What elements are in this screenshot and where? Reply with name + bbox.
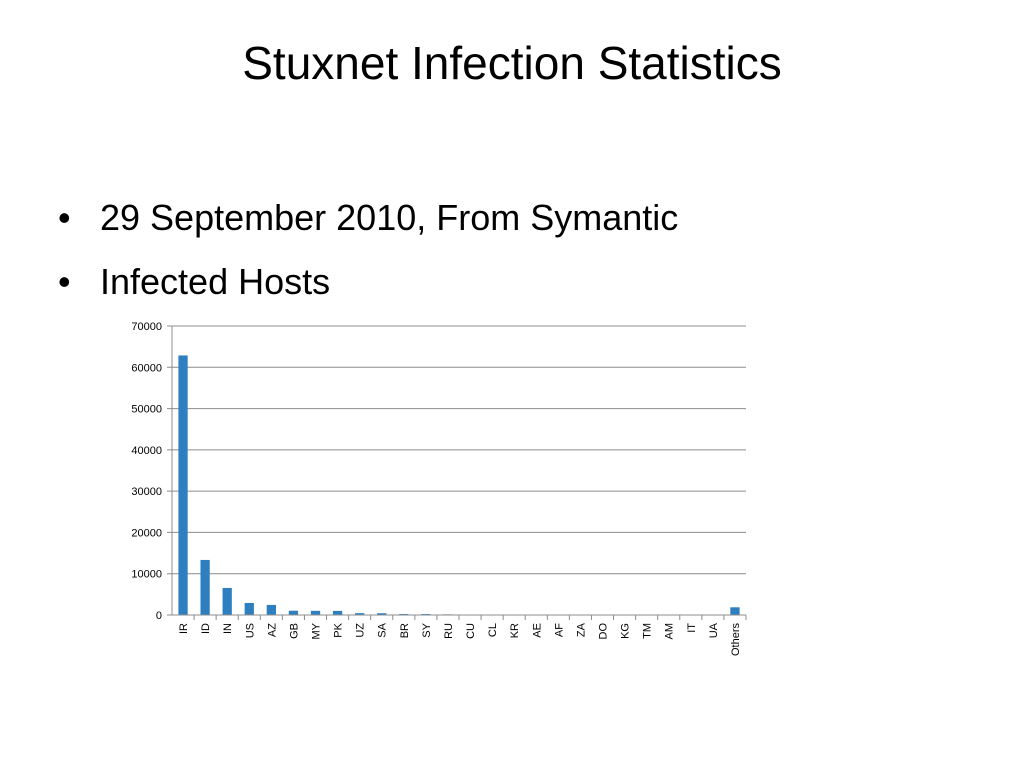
bar-in xyxy=(222,587,232,615)
x-tick-label: UA xyxy=(708,622,720,638)
bullet-glyph: • xyxy=(58,261,71,302)
x-tick-label: US xyxy=(244,623,256,638)
x-tick-label: CL xyxy=(487,623,499,637)
x-tick-label: GB xyxy=(288,623,300,639)
x-tick-label: IT xyxy=(686,623,698,633)
x-tick-label: AE xyxy=(531,623,543,638)
x-tick-label: DO xyxy=(598,623,610,640)
bullet-item: • 29 September 2010, From Symantic xyxy=(58,186,678,250)
x-tick-label: Others xyxy=(730,623,742,657)
bar-ir xyxy=(178,355,188,615)
bar-gb xyxy=(288,610,299,615)
y-tick-label: 60000 xyxy=(131,362,162,374)
x-tick-label: SY xyxy=(421,622,433,637)
y-tick-label: 20000 xyxy=(131,527,162,539)
bar-pk xyxy=(332,610,343,615)
bar-others xyxy=(730,607,740,615)
x-tick-label: MY xyxy=(311,622,323,639)
x-tick-label: RU xyxy=(443,623,455,639)
x-tick-label: IR xyxy=(178,623,190,634)
slide-title: Stuxnet Infection Statistics xyxy=(242,37,782,89)
x-tick-label: AZ xyxy=(266,623,278,637)
x-tick-label: TM xyxy=(642,623,654,639)
bullet-list: • 29 September 2010, From Symantic • Inf… xyxy=(58,186,678,314)
x-tick-label: KG xyxy=(620,623,632,639)
y-tick-label: 70000 xyxy=(131,321,162,333)
x-tick-label: UZ xyxy=(355,623,367,638)
bar-us xyxy=(244,602,254,615)
bar-my xyxy=(310,610,321,615)
bullet-item: • Infected Hosts xyxy=(58,250,678,314)
x-tick-label: AM xyxy=(664,623,676,640)
y-tick-label: 10000 xyxy=(131,569,162,581)
x-tick-label: SA xyxy=(377,622,389,637)
x-tick-label: BR xyxy=(399,623,411,638)
y-tick-label: 50000 xyxy=(131,404,162,416)
x-tick-label: ZA xyxy=(575,622,587,637)
x-tick-label: ID xyxy=(200,623,212,634)
bullet-text: Infected Hosts xyxy=(100,261,331,302)
x-tick-label: KR xyxy=(509,623,521,638)
bullet-glyph: • xyxy=(58,197,71,238)
bar-id xyxy=(200,559,210,615)
bar-sa xyxy=(377,613,387,615)
bar-uz xyxy=(355,613,365,615)
bullet-text: 29 September 2010, From Symantic xyxy=(100,197,679,238)
x-tick-label: CU xyxy=(465,623,477,639)
x-tick-label: IN xyxy=(222,623,234,634)
x-tick-label: PK xyxy=(333,622,345,637)
x-tick-label: AF xyxy=(553,623,565,637)
y-tick-label: 30000 xyxy=(131,486,162,498)
bar-az xyxy=(266,604,276,615)
y-tick-label: 0 xyxy=(156,610,162,622)
y-tick-label: 40000 xyxy=(131,445,162,457)
